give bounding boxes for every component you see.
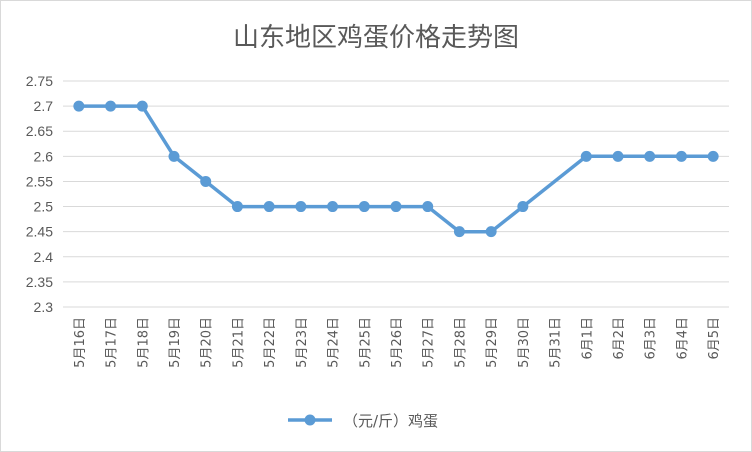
data-point [295, 201, 307, 213]
x-tick-label: 6月3日 [644, 317, 659, 360]
y-tick-label: 2.7 [34, 98, 54, 114]
series-line [78, 104, 714, 234]
legend: （元/斤）鸡蛋 [288, 412, 438, 430]
y-tick-label: 2.65 [26, 123, 53, 139]
y-tick-label: 2.4 [34, 249, 54, 265]
gridlines [63, 80, 729, 308]
x-tick-label: 6月5日 [707, 317, 722, 360]
x-tick-label: 5月26日 [390, 317, 405, 368]
chart-title: 山东地区鸡蛋价格走势图 [233, 23, 519, 53]
x-tick-label: 5月20日 [200, 317, 215, 368]
data-point [231, 201, 243, 213]
y-tick-label: 2.45 [26, 224, 53, 240]
legend-label: （元/斤）鸡蛋 [343, 412, 438, 430]
y-tick-label: 2.6 [34, 148, 54, 164]
series-layer [73, 100, 719, 238]
x-tick-label: 5月17日 [105, 317, 120, 368]
x-tick-label: 5月16日 [73, 317, 88, 368]
y-tick-label: 2.3 [34, 299, 54, 315]
data-point [485, 226, 497, 238]
data-point [168, 150, 180, 162]
data-point [327, 201, 339, 213]
data-point [707, 150, 719, 162]
y-tick-label: 2.5 [34, 199, 54, 215]
x-tick-label: 5月27日 [422, 317, 437, 368]
x-tick-label: 6月2日 [612, 317, 627, 360]
data-point [73, 100, 85, 112]
legend-swatch-marker [304, 414, 316, 426]
x-tick-label: 5月22日 [263, 317, 278, 368]
x-tick-label: 5月18日 [136, 317, 151, 368]
data-point [263, 201, 275, 213]
x-tick-label: 6月4日 [675, 317, 690, 360]
x-tick-label: 5月28日 [453, 317, 468, 368]
y-axis-ticks: 2.3 2.35 2.4 2.45 2.5 2.55 2.6 2.65 2.7 2.75 [26, 73, 53, 315]
data-point [453, 226, 465, 238]
data-point [105, 100, 117, 112]
data-point [136, 100, 148, 112]
x-axis-ticks: 5月16日 5月17日 5月18日 5月19日 5月20日 5月21日 5月22日 5月23日… [73, 317, 722, 368]
data-point [200, 175, 212, 187]
data-point [422, 201, 434, 213]
data-point [390, 201, 402, 213]
x-tick-label: 6月1日 [580, 317, 595, 360]
x-tick-label: 5月23日 [295, 317, 310, 368]
y-tick-label: 2.75 [26, 73, 53, 89]
y-tick-label: 2.55 [26, 173, 53, 189]
data-point [644, 150, 656, 162]
data-point [580, 150, 592, 162]
y-tick-label: 2.35 [26, 274, 53, 290]
x-tick-label: 5月19日 [168, 317, 183, 368]
x-tick-label: 5月24日 [327, 317, 342, 368]
x-tick-label: 5月21日 [231, 317, 246, 368]
data-point [517, 201, 529, 213]
x-tick-label: 5月31日 [549, 317, 564, 368]
x-tick-label: 5月29日 [485, 317, 500, 368]
data-point [675, 150, 687, 162]
data-point [358, 201, 370, 213]
x-tick-label: 5月30日 [517, 317, 532, 368]
x-tick-label: 5月25日 [358, 317, 373, 368]
data-point [612, 150, 624, 162]
